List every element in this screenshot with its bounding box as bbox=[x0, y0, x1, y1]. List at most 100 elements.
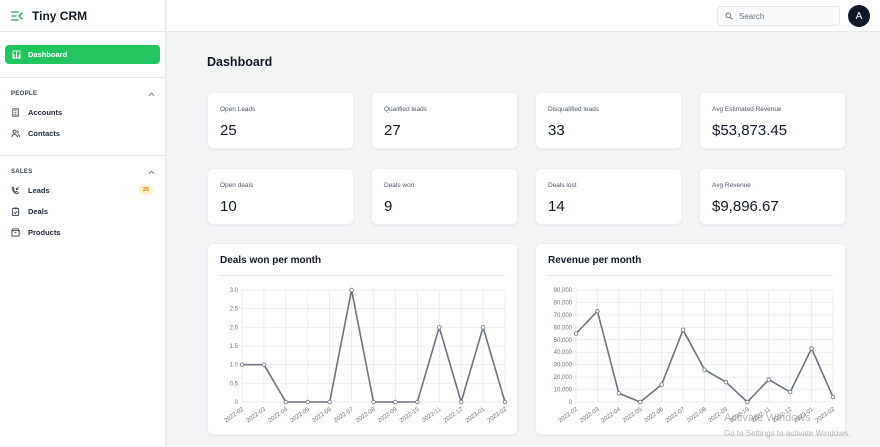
stat-label: Open Leads bbox=[220, 106, 256, 113]
chart-title: Deals won per month bbox=[220, 255, 322, 266]
x-tick-label: 2022-07 bbox=[665, 406, 687, 424]
x-tick-label: 2022-03 bbox=[579, 406, 601, 424]
search-box[interactable] bbox=[717, 6, 840, 26]
data-point bbox=[616, 391, 622, 396]
y-tick-label: 60,000 bbox=[554, 325, 573, 331]
divider bbox=[220, 275, 505, 276]
stat-card-open-leads: Open Leads 25 bbox=[207, 92, 354, 149]
page-title: Dashboard bbox=[207, 55, 273, 69]
data-point bbox=[502, 399, 508, 405]
sidebar-item-deals[interactable]: Deals bbox=[11, 204, 155, 218]
group-title: SALES bbox=[11, 169, 33, 175]
sidebar: Tiny CRM Dashboard PEOPLE Accounts Conta… bbox=[0, 0, 166, 447]
x-tick-label: 2022-05 bbox=[622, 406, 644, 424]
y-tick-label: 10,000 bbox=[554, 388, 573, 394]
stat-value: $53,873.45 bbox=[712, 122, 788, 139]
sidebar-item-dashboard[interactable]: Dashboard bbox=[5, 45, 160, 64]
x-tick-label: 2022-08 bbox=[355, 406, 377, 424]
x-tick-label: 2022-11 bbox=[421, 406, 443, 424]
stat-label: Deals won bbox=[384, 182, 415, 189]
y-tick-label: 1.5 bbox=[230, 344, 239, 350]
stat-value: 14 bbox=[548, 198, 565, 215]
data-point bbox=[787, 389, 793, 395]
group-title: PEOPLE bbox=[11, 91, 38, 97]
sidebar-item-label: Products bbox=[28, 227, 61, 237]
stat-label: Avg Estimated Revenue bbox=[712, 106, 782, 113]
y-tick-label: 2.5 bbox=[230, 307, 239, 313]
building-icon bbox=[11, 107, 20, 117]
x-tick-label: 2022-09 bbox=[377, 406, 399, 424]
x-tick-label: 2023-01 bbox=[465, 406, 487, 424]
windows-watermark-subtitle: Go to Settings to activate Windows. bbox=[724, 429, 851, 438]
stat-card-qualified-leads: Qualified leads 27 bbox=[371, 92, 518, 149]
sidebar-item-label: Leads bbox=[28, 185, 50, 195]
y-tick-label: 0 bbox=[235, 400, 239, 406]
y-tick-label: 3.0 bbox=[230, 288, 239, 294]
y-tick-label: 90,000 bbox=[554, 288, 573, 294]
data-point bbox=[638, 399, 643, 405]
stat-label: Deals lost bbox=[548, 182, 577, 189]
avatar[interactable]: A bbox=[848, 5, 870, 27]
stat-value: 9 bbox=[384, 198, 393, 215]
sidebar-item-products[interactable]: Products bbox=[11, 225, 155, 239]
y-tick-label: 80,000 bbox=[554, 300, 573, 306]
data-point bbox=[349, 287, 354, 293]
data-point bbox=[327, 399, 332, 405]
data-point bbox=[595, 308, 600, 314]
sidebar-item-leads[interactable]: Leads 25 bbox=[11, 183, 155, 197]
data-point bbox=[830, 394, 836, 400]
x-tick-label: 2023-02 bbox=[815, 406, 837, 424]
x-tick-label: 2022-04 bbox=[600, 406, 622, 424]
search-input[interactable] bbox=[739, 11, 834, 21]
sidebar-item-contacts[interactable]: Contacts bbox=[11, 126, 155, 140]
sidebar-item-label: Deals bbox=[28, 206, 49, 216]
chevron-up-icon bbox=[148, 170, 155, 175]
chart-card-deals-won: Deals won per month 0 0.5 1.0 1.5 2.0 2.5 3.0 2… bbox=[207, 243, 518, 435]
data-point bbox=[305, 399, 310, 405]
data-point bbox=[458, 399, 464, 405]
sidebar-item-label: Dashboard bbox=[28, 50, 68, 59]
chevron-up-icon bbox=[148, 92, 155, 97]
x-tick-label: 2022-07 bbox=[333, 406, 355, 424]
data-point bbox=[723, 379, 729, 385]
stat-label: Open deals bbox=[220, 182, 254, 189]
windows-watermark-title: Activate Windows bbox=[724, 412, 811, 424]
stat-value: 10 bbox=[220, 198, 237, 215]
stat-card-avg-estimated-revenue: Avg Estimated Revenue $53,873.45 bbox=[699, 92, 846, 149]
app-title: Tiny CRM bbox=[32, 8, 88, 23]
data-point bbox=[680, 327, 686, 333]
x-tick-label: 2022-03 bbox=[246, 406, 268, 424]
y-tick-label: 2.0 bbox=[230, 325, 239, 331]
data-point bbox=[573, 331, 579, 336]
divider bbox=[0, 155, 166, 156]
data-point bbox=[437, 325, 442, 330]
x-tick-label: 2022-02 bbox=[558, 406, 580, 424]
y-tick-label: 20,000 bbox=[554, 375, 573, 381]
group-header-sales[interactable]: SALES bbox=[11, 169, 155, 175]
data-point bbox=[766, 377, 771, 382]
search-icon bbox=[725, 12, 733, 20]
data-point bbox=[745, 399, 750, 405]
y-tick-label: 30,000 bbox=[554, 363, 573, 369]
data-point bbox=[283, 399, 289, 405]
chart-card-revenue: Revenue per month 0 10,000 20,000 30,000 40,… bbox=[535, 243, 846, 435]
x-tick-label: 2022-06 bbox=[311, 406, 333, 424]
x-tick-label: 2022-06 bbox=[643, 406, 665, 424]
topbar: A bbox=[167, 0, 880, 32]
divider bbox=[548, 275, 833, 276]
deals-won-chart: 0 0.5 1.0 1.5 2.0 2.5 3.0 2022-02 2022-03 2022-04… bbox=[224, 287, 509, 424]
chart-bar-icon bbox=[12, 50, 21, 59]
x-tick-label: 2022-02 bbox=[224, 406, 246, 424]
data-point bbox=[480, 325, 486, 330]
sidebar-item-label: Contacts bbox=[28, 128, 61, 138]
stat-card-deals-won: Deals won 9 bbox=[371, 168, 518, 225]
data-point bbox=[371, 399, 376, 405]
menu-collapse-icon[interactable] bbox=[11, 10, 23, 21]
stat-label: Avg Revenue bbox=[712, 182, 751, 189]
stat-value: 27 bbox=[384, 122, 401, 139]
group-header-people[interactable]: PEOPLE bbox=[11, 91, 155, 97]
stat-value: 33 bbox=[548, 122, 565, 139]
sidebar-item-accounts[interactable]: Accounts bbox=[11, 105, 155, 119]
x-tick-label: 2022-05 bbox=[289, 406, 311, 424]
y-tick-label: 1.0 bbox=[230, 363, 239, 369]
